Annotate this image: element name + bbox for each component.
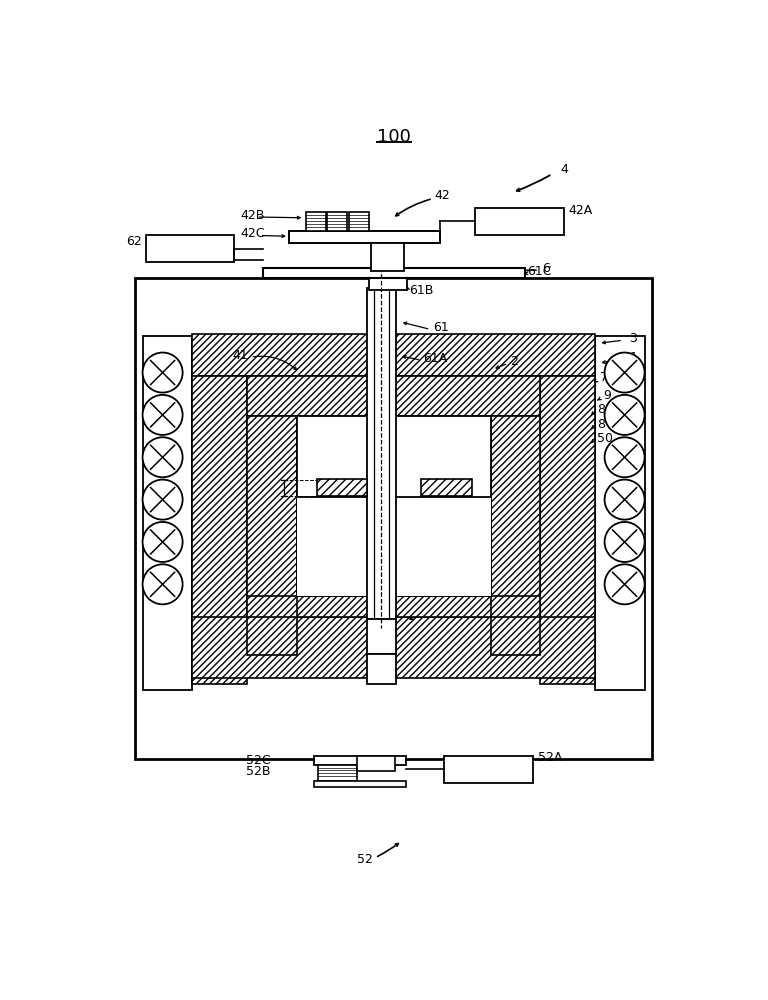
- Text: 62: 62: [126, 235, 141, 248]
- Bar: [422, 479, 472, 496]
- Bar: [296, 596, 491, 617]
- Text: 52A: 52A: [538, 751, 562, 764]
- Text: 41: 41: [232, 349, 247, 362]
- Text: 5: 5: [511, 591, 519, 604]
- Text: 100: 100: [376, 128, 411, 146]
- Bar: [192, 376, 247, 684]
- Bar: [247, 596, 540, 617]
- Text: 21: 21: [263, 380, 280, 393]
- Text: 42: 42: [435, 189, 450, 202]
- Circle shape: [604, 437, 644, 477]
- Bar: [318, 765, 356, 781]
- Text: 升降装置: 升降装置: [149, 243, 177, 256]
- Bar: [366, 654, 396, 684]
- Text: 60A: 60A: [333, 492, 357, 505]
- Circle shape: [143, 522, 183, 562]
- Circle shape: [143, 480, 183, 520]
- Bar: [370, 243, 405, 271]
- Circle shape: [143, 437, 183, 477]
- Circle shape: [604, 480, 644, 520]
- Text: 61A: 61A: [423, 352, 447, 365]
- Bar: [540, 376, 595, 684]
- Text: 22: 22: [294, 580, 310, 593]
- Bar: [475, 208, 564, 235]
- Bar: [289, 231, 440, 243]
- Bar: [316, 479, 367, 496]
- Text: 1: 1: [629, 351, 637, 364]
- Text: 52: 52: [356, 853, 372, 866]
- Bar: [146, 235, 234, 262]
- Text: 60: 60: [465, 466, 481, 479]
- Text: 4: 4: [560, 163, 568, 176]
- Text: 升降装置: 升降装置: [448, 763, 475, 776]
- Bar: [445, 756, 533, 783]
- Bar: [263, 268, 525, 278]
- Bar: [595, 336, 644, 690]
- Circle shape: [604, 395, 644, 435]
- Circle shape: [143, 564, 183, 604]
- Bar: [306, 212, 326, 231]
- Bar: [366, 619, 396, 654]
- Text: 42B: 42B: [240, 209, 265, 222]
- Text: 52B: 52B: [246, 765, 270, 778]
- Text: H1: H1: [267, 482, 285, 495]
- Text: 51: 51: [425, 602, 440, 615]
- Text: 3: 3: [629, 332, 637, 345]
- Text: 61C: 61C: [528, 265, 552, 278]
- Circle shape: [604, 522, 644, 562]
- Text: 升降装置: 升降装置: [478, 215, 506, 228]
- Circle shape: [604, 353, 644, 393]
- Text: 50: 50: [597, 432, 613, 445]
- Bar: [143, 336, 192, 690]
- Text: 6: 6: [542, 262, 550, 275]
- Circle shape: [604, 564, 644, 604]
- Bar: [192, 617, 595, 678]
- Text: 42A: 42A: [568, 204, 593, 217]
- Bar: [296, 416, 491, 596]
- Bar: [356, 756, 396, 771]
- Bar: [296, 497, 491, 596]
- Text: 2: 2: [510, 355, 518, 368]
- Bar: [247, 376, 540, 416]
- Bar: [366, 288, 396, 619]
- Text: 9: 9: [603, 389, 611, 402]
- Text: 8: 8: [597, 418, 605, 431]
- Circle shape: [143, 395, 183, 435]
- Bar: [192, 334, 595, 376]
- Text: 52C: 52C: [246, 754, 270, 767]
- Circle shape: [143, 353, 183, 393]
- Bar: [327, 212, 347, 231]
- Text: 7: 7: [600, 371, 608, 384]
- Text: 42C: 42C: [240, 227, 265, 240]
- Bar: [247, 416, 296, 655]
- Text: 80: 80: [597, 403, 613, 416]
- Bar: [135, 278, 652, 759]
- Bar: [369, 271, 408, 290]
- Bar: [313, 781, 406, 787]
- Bar: [313, 756, 406, 765]
- Text: 61: 61: [433, 321, 449, 334]
- Bar: [349, 212, 369, 231]
- Bar: [491, 416, 540, 655]
- Text: 61B: 61B: [409, 284, 433, 297]
